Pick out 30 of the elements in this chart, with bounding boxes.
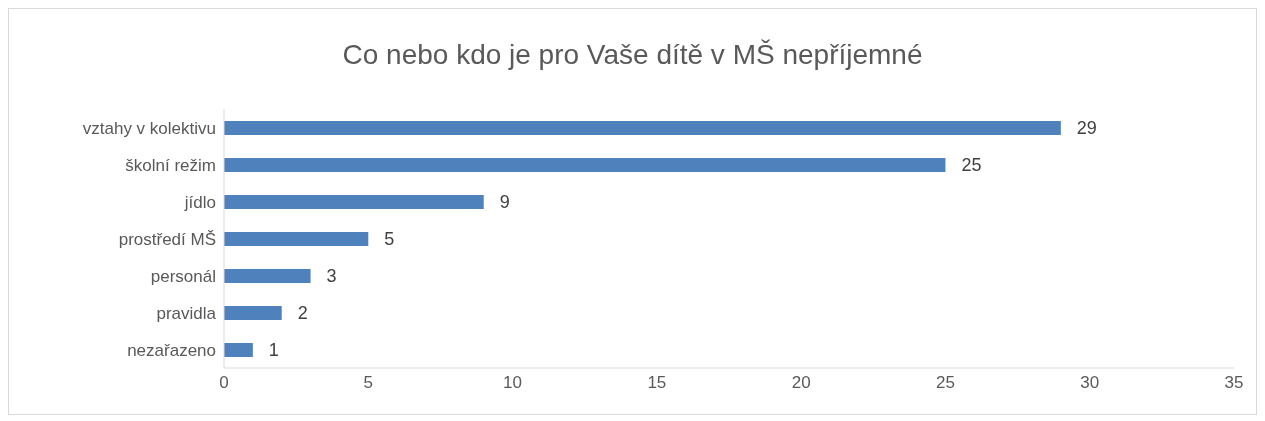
bar bbox=[224, 343, 253, 357]
bar bbox=[224, 232, 369, 246]
y-tick-label: nezařazeno bbox=[127, 340, 216, 360]
data-label: 5 bbox=[384, 229, 395, 250]
chart-title: Co nebo kdo je pro Vaše dítě v MŠ nepříjemné bbox=[341, 39, 924, 71]
y-tick-label: vztahy v kolektivu bbox=[82, 118, 216, 138]
x-tick-label: 10 bbox=[503, 373, 523, 393]
x-tick-label: 15 bbox=[647, 373, 667, 393]
bar bbox=[224, 306, 282, 320]
bar bbox=[224, 158, 946, 172]
x-tick-label: 5 bbox=[363, 373, 374, 393]
data-label: 25 bbox=[961, 155, 982, 176]
x-tick-label: 30 bbox=[1080, 373, 1100, 393]
data-label: 3 bbox=[326, 266, 337, 287]
x-tick-label: 35 bbox=[1224, 373, 1244, 393]
bar bbox=[224, 121, 1061, 135]
x-tick-label: 20 bbox=[791, 373, 811, 393]
x-tick-label: 0 bbox=[219, 373, 229, 393]
x-tick-label: 25 bbox=[935, 373, 955, 393]
bar bbox=[224, 269, 311, 283]
y-tick-label: jídlo bbox=[183, 192, 216, 212]
bar bbox=[224, 195, 484, 209]
y-tick-label: prostředí MŠ bbox=[118, 229, 216, 249]
data-label: 2 bbox=[297, 303, 308, 324]
y-tick-label: personál bbox=[150, 266, 216, 286]
data-label: 29 bbox=[1076, 118, 1097, 139]
data-label: 1 bbox=[268, 340, 279, 361]
data-label: 9 bbox=[499, 192, 510, 213]
y-tick-label: školní režim bbox=[125, 155, 216, 175]
y-tick-label: pravidla bbox=[156, 303, 217, 323]
